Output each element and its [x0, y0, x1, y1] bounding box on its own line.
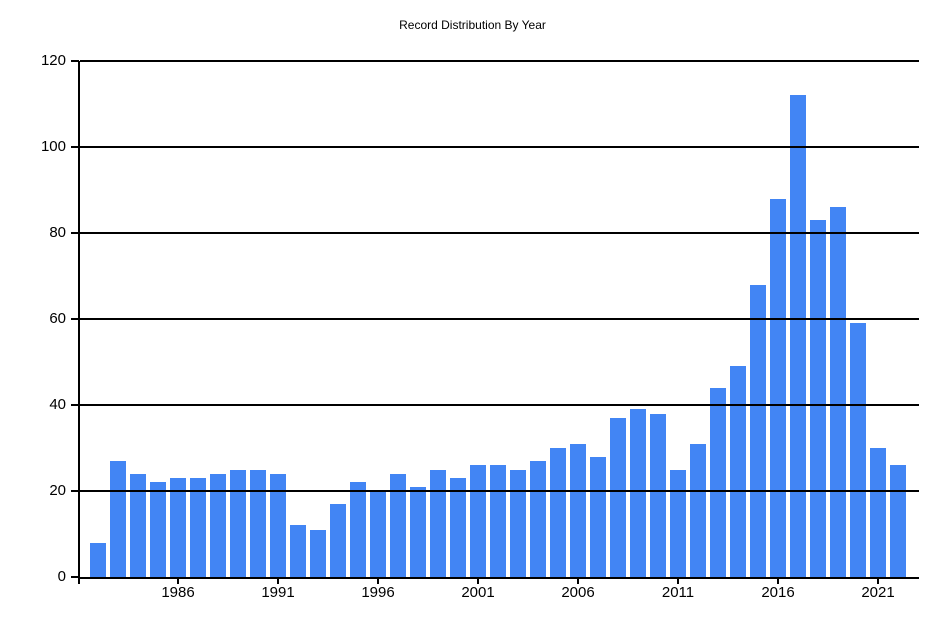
bar-1982 [90, 542, 106, 577]
bar-2004 [530, 460, 546, 577]
gridline-20 [80, 490, 919, 492]
bar-1989 [230, 469, 246, 577]
x-tick-1991 [277, 579, 279, 584]
x-tick-label-1986: 1986 [161, 584, 195, 601]
bar-1991 [270, 473, 286, 577]
bar-2006 [570, 443, 586, 577]
bar-1994 [330, 503, 346, 577]
gridline-80 [80, 232, 919, 234]
bar-2001 [470, 465, 486, 577]
bar-2022 [890, 465, 906, 577]
gridline-120 [80, 60, 919, 62]
y-tick-label-20: 20 [49, 482, 66, 499]
x-tick-2011 [677, 579, 679, 584]
bar-2012 [690, 443, 706, 577]
bar-2005 [550, 448, 566, 577]
bar-1992 [290, 525, 306, 577]
y-tick-120 [71, 60, 79, 62]
x-tick-label-1996: 1996 [361, 584, 395, 601]
chart-title: Record Distribution By Year [399, 18, 546, 32]
bar-2016 [770, 198, 786, 577]
x-axis-origin-tick [78, 579, 80, 584]
bar-2013 [710, 387, 726, 577]
y-tick-0 [71, 576, 79, 578]
x-tick-label-2016: 2016 [761, 584, 795, 601]
y-tick-label-60: 60 [49, 310, 66, 327]
bar-2003 [510, 469, 526, 577]
bar-2018 [810, 220, 826, 577]
bar-1986 [170, 478, 186, 577]
plot-area: 0 20 40 60 80 100 120 1986 1991 1996 2001 2006 2011 2… [41, 53, 919, 601]
gridline-40 [80, 404, 919, 406]
gridline-100 [80, 146, 919, 148]
x-tick-label-2011: 2011 [661, 584, 695, 601]
y-tick-60 [71, 318, 79, 320]
x-tick-2001 [477, 579, 479, 584]
bar-2002 [490, 465, 506, 577]
y-tick-label-100: 100 [40, 138, 66, 155]
bar-2015 [750, 284, 766, 577]
y-tick-40 [71, 404, 79, 406]
bar-2019 [830, 207, 846, 577]
bar-1984 [130, 473, 146, 577]
bar-2007 [590, 456, 606, 577]
x-tick-1996 [377, 579, 379, 584]
bar-1988 [210, 473, 226, 577]
x-tick-label-2006: 2006 [561, 584, 595, 601]
bar-2000 [450, 478, 466, 577]
bar-2011 [670, 469, 686, 577]
bar-2014 [730, 366, 746, 577]
x-tick-1986 [177, 579, 179, 584]
y-tick-label-0: 0 [57, 568, 66, 585]
x-tick-label-1991: 1991 [261, 584, 295, 601]
bar-2008 [610, 417, 626, 577]
bar-2010 [650, 413, 666, 577]
x-tick-2016 [777, 579, 779, 584]
y-tick-label-80: 80 [49, 224, 66, 241]
bar-1987 [190, 478, 206, 577]
y-tick-20 [71, 490, 79, 492]
bar-1996 [370, 491, 386, 577]
y-tick-100 [71, 146, 79, 148]
bar-2020 [850, 323, 866, 577]
x-tick-label-2021: 2021 [861, 584, 895, 601]
bar-1997 [390, 473, 406, 577]
bar-1999 [430, 469, 446, 577]
x-tick-2021 [877, 579, 879, 584]
x-tick-2006 [577, 579, 579, 584]
bar-2017 [790, 95, 806, 577]
bar-1983 [110, 460, 126, 577]
bar-1995 [350, 482, 366, 577]
bar-2021 [870, 448, 886, 577]
y-tick-80 [71, 232, 79, 234]
x-tick-label-2001: 2001 [461, 584, 495, 601]
bar-1998 [410, 486, 426, 577]
bar-1990 [250, 469, 266, 577]
gridline-60 [80, 318, 919, 320]
y-tick-label-120: 120 [40, 52, 66, 69]
bar-2009 [630, 409, 646, 577]
y-tick-label-40: 40 [49, 396, 66, 413]
bar-1985 [150, 482, 166, 577]
bar-1993 [310, 529, 326, 577]
